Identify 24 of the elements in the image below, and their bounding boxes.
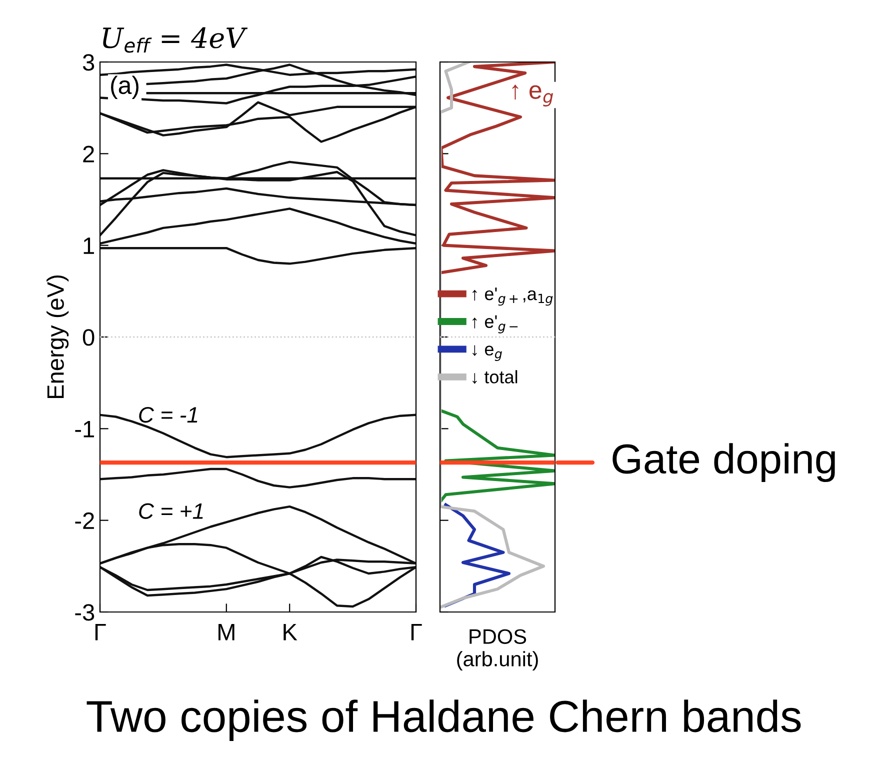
annotation: C = +1: [139, 503, 203, 519]
x-axis-title: PDOS (arb.unit): [457, 629, 538, 671]
annotation: ↑ e$_{g}$: [512, 84, 554, 106]
y-tick-label: -2: [75, 512, 94, 529]
x-tick-label: Γ: [411, 624, 422, 640]
ref-line-label: Gate doping: [612, 443, 835, 482]
y-tick-label: -3: [75, 604, 94, 621]
y-tick-label: 2: [83, 146, 94, 162]
y-tick-label: 0: [82, 329, 94, 346]
y-tick-label: 3: [82, 54, 94, 71]
series-label: ↓ total: [472, 370, 518, 384]
text: Two copies of Haldane Chern bands: [86, 700, 801, 741]
x-tick-label: Γ: [95, 624, 106, 640]
y-tick-label: 1: [84, 238, 94, 254]
annotation: (a): [111, 76, 138, 100]
x-tick-label: M: [218, 624, 234, 640]
y-tick-label: -1: [75, 420, 94, 438]
x-tick-label: K: [284, 624, 298, 640]
text: ↑ e'$_{g−}$: [472, 315, 518, 334]
series-label: ↑ e'$_{g+}$,a$_{1g}$: [472, 288, 553, 306]
y-axis-title: Energy (eV): [46, 275, 69, 398]
annotation: C = -1: [139, 406, 198, 423]
chart-title: U$_{eff}$ = 4eV: [103, 27, 248, 53]
text: ↓ e$_{g}$: [472, 345, 502, 361]
